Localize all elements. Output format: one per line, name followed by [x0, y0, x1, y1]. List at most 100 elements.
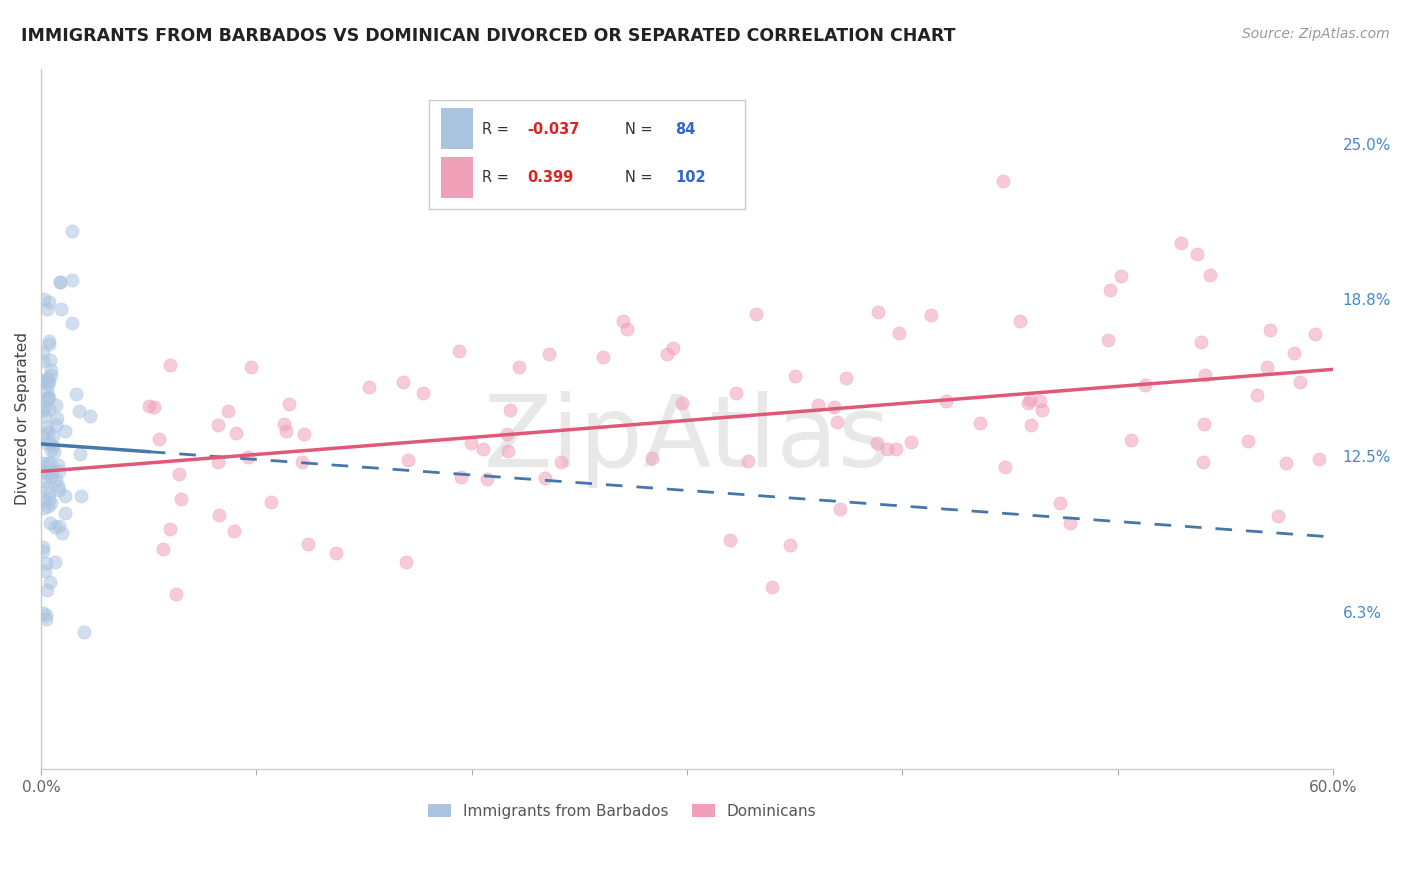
Point — [274, 424, 297, 438]
Point — [868, 305, 890, 319]
Point — [46, 479, 69, 493]
Point — [900, 435, 922, 450]
Point — [35, 384, 58, 398]
Point — [32, 540, 55, 554]
Point — [35, 420, 58, 434]
Point — [1189, 335, 1212, 350]
Point — [1198, 268, 1220, 282]
Point — [1246, 388, 1268, 402]
Point — [38, 337, 60, 351]
Point — [1237, 434, 1260, 448]
Point — [38, 486, 60, 500]
Point — [79, 409, 101, 423]
Point — [876, 442, 898, 456]
Point — [42, 439, 65, 453]
Point — [1258, 323, 1281, 337]
Point — [41, 442, 63, 457]
Point — [1049, 496, 1071, 510]
Point — [671, 396, 693, 410]
Point — [32, 475, 55, 489]
Point — [39, 470, 62, 484]
Point — [32, 373, 55, 387]
Y-axis label: Divorced or Separated: Divorced or Separated — [15, 333, 30, 506]
Point — [1303, 326, 1326, 341]
Point — [1059, 516, 1081, 530]
Point — [225, 426, 247, 441]
Point — [291, 455, 314, 469]
Point — [167, 467, 190, 481]
Point — [1256, 360, 1278, 375]
Point — [592, 350, 614, 364]
Point — [1031, 403, 1053, 417]
Point — [550, 455, 572, 469]
Point — [887, 326, 910, 341]
Point — [807, 398, 830, 412]
Point — [395, 555, 418, 569]
Point — [260, 495, 283, 509]
Point — [325, 546, 347, 560]
Point — [38, 574, 60, 589]
Legend: Immigrants from Barbados, Dominicans: Immigrants from Barbados, Dominicans — [422, 797, 823, 825]
Point — [1028, 393, 1050, 408]
Point — [37, 456, 59, 470]
Point — [39, 456, 62, 470]
Point — [994, 459, 1017, 474]
Point — [32, 426, 55, 441]
Point — [1274, 456, 1296, 470]
Point — [38, 435, 60, 450]
Point — [48, 464, 70, 478]
Point — [737, 454, 759, 468]
Point — [38, 390, 60, 404]
Point — [475, 472, 498, 486]
Point — [761, 580, 783, 594]
Point — [969, 417, 991, 431]
Point — [207, 417, 229, 432]
Point — [45, 399, 67, 413]
Point — [38, 334, 60, 348]
Point — [1194, 417, 1216, 431]
Point — [866, 436, 889, 450]
Point — [496, 427, 519, 442]
Point — [657, 347, 679, 361]
Text: Source: ZipAtlas.com: Source: ZipAtlas.com — [1241, 27, 1389, 41]
Point — [884, 442, 907, 457]
Point — [1267, 509, 1289, 524]
Point — [35, 436, 58, 450]
Point — [1192, 455, 1215, 469]
Point — [37, 499, 59, 513]
Point — [69, 447, 91, 461]
Point — [783, 369, 806, 384]
Point — [41, 429, 63, 443]
Point — [779, 538, 801, 552]
Point — [55, 506, 77, 520]
Point — [277, 397, 299, 411]
Point — [273, 417, 295, 431]
Point — [640, 451, 662, 466]
Point — [34, 564, 56, 578]
Point — [745, 307, 768, 321]
Point — [159, 358, 181, 372]
Point — [825, 416, 848, 430]
Point — [35, 481, 58, 495]
Point — [828, 502, 851, 516]
Point — [35, 556, 58, 570]
Point — [44, 520, 66, 534]
Point — [1133, 378, 1156, 392]
Point — [32, 493, 55, 508]
Point — [70, 489, 93, 503]
Point — [41, 465, 63, 479]
Point — [37, 376, 59, 391]
Point — [49, 301, 72, 316]
Point — [32, 292, 55, 306]
Point — [67, 404, 90, 418]
Point — [32, 464, 55, 478]
Point — [51, 526, 73, 541]
Point — [1097, 333, 1119, 347]
Point — [1109, 269, 1132, 284]
Point — [935, 394, 957, 409]
Point — [32, 354, 55, 368]
Point — [359, 380, 381, 394]
Point — [1282, 346, 1305, 360]
Point — [39, 363, 62, 377]
Point — [148, 432, 170, 446]
